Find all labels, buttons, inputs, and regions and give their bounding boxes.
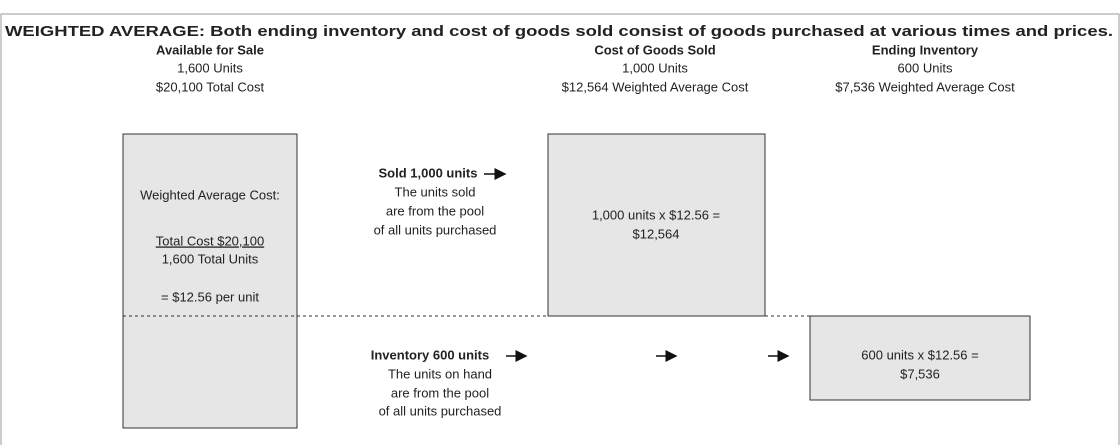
ending-box [809, 315, 1031, 401]
cogs-line: 1,000 units x $12.56 = [592, 207, 720, 222]
column-cost: $20,100 Total Cost [156, 79, 265, 94]
inventory-line: The units on hand [388, 366, 492, 381]
pool-label: Weighted Average Cost: [140, 187, 280, 202]
column-cost: $12,564 Weighted Average Cost [562, 79, 749, 94]
sold-line: The units sold [395, 184, 476, 199]
sold-heading: Sold 1,000 units [379, 165, 478, 180]
inventory-heading: Inventory 600 units [371, 347, 489, 362]
column-units: 600 Units [898, 60, 953, 75]
inventory-line: of all units purchased [379, 403, 502, 418]
column-heading: Cost of Goods Sold [594, 42, 715, 57]
column-units: 1,600 Units [177, 60, 243, 75]
column-heading: Available for Sale [156, 42, 264, 57]
pool-result: = $12.56 per unit [161, 289, 259, 304]
pool-box [122, 133, 298, 429]
sold-line: are from the pool [386, 203, 484, 218]
column-heading: Ending Inventory [872, 42, 979, 57]
cogs-line: $12,564 [633, 226, 680, 241]
pool-denominator: 1,600 Total Units [162, 251, 259, 266]
column-cost: $7,536 Weighted Average Cost [835, 79, 1015, 94]
inventory-line: are from the pool [391, 385, 489, 400]
cogs-box [547, 133, 766, 317]
title: WEIGHTED AVERAGE: Both ending inventory … [5, 23, 1113, 40]
frame [0, 13, 1120, 445]
column-units: 1,000 Units [622, 60, 688, 75]
sold-line: of all units purchased [374, 222, 497, 237]
ending-line: 600 units x $12.56 = [861, 347, 978, 362]
ending-line: $7,536 [900, 366, 940, 381]
pool-numerator: Total Cost $20,100 [156, 233, 264, 248]
